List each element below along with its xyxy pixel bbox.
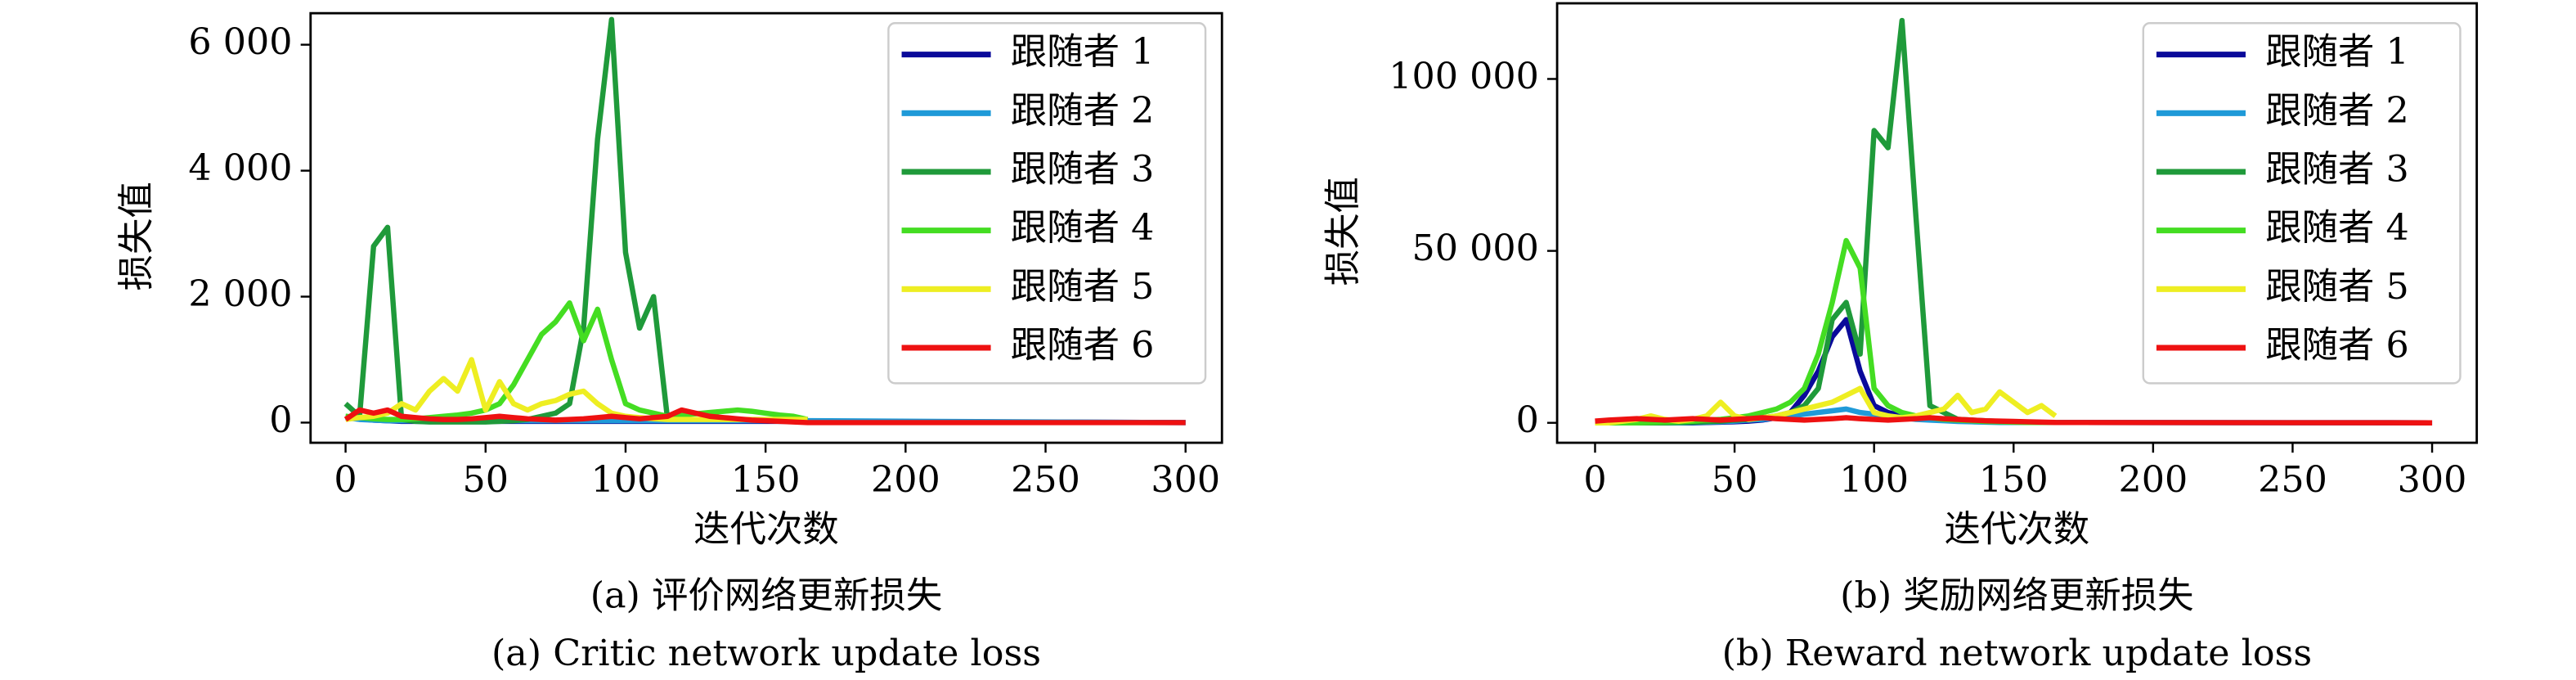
y-tick-label: 50 000 (1411, 227, 1538, 269)
legend-label: 跟随者 5 (2265, 266, 2409, 308)
legend-label: 跟随者 1 (1011, 31, 1155, 73)
x-tick-label: 150 (731, 459, 801, 501)
y-tick-label: 4 000 (188, 147, 292, 189)
x-tick-label: 0 (334, 459, 357, 501)
x-tick-label: 200 (2118, 459, 2188, 501)
legend-label: 跟随者 4 (2265, 207, 2409, 249)
legend-label: 跟随者 3 (2265, 148, 2409, 190)
x-tick-label: 100 (591, 459, 661, 501)
caption-zh: (b) 奖励网络更新损失 (1840, 574, 2193, 616)
legend-label: 跟随者 2 (2265, 90, 2409, 132)
caption-zh: (a) 评价网络更新损失 (590, 574, 943, 616)
series-line (343, 16, 671, 425)
legend-label: 跟随者 4 (1011, 207, 1155, 249)
x-tick-label: 250 (2258, 459, 2327, 501)
axes-frame (1555, 2, 2479, 444)
y-tick-label: 6 000 (188, 21, 292, 63)
x-tick-label: 50 (463, 459, 509, 501)
legend-label: 跟随者 2 (1011, 90, 1155, 132)
x-axis-label: 迭代次数 (1945, 509, 2090, 551)
x-tick-label: 150 (1979, 459, 2049, 501)
x-tick-label: 200 (871, 459, 940, 501)
subplot: 0 50 100 150 200 250 300 0 50 000 100 000 迭代次数 损失值 (… (1322, 2, 2479, 674)
y-tick-label: 100 000 (1389, 56, 1539, 97)
x-tick-label: 0 (1583, 459, 1606, 501)
legend-label: 跟随者 3 (1011, 148, 1155, 190)
legend-label: 跟随者 5 (1011, 266, 1155, 308)
series-line (1595, 17, 2056, 426)
caption-en: (a) Critic network update loss (491, 633, 1041, 674)
legend-label: 跟随者 6 (2265, 324, 2409, 366)
legend-label: 跟随者 1 (2265, 31, 2409, 73)
x-tick-label: 300 (1151, 459, 1220, 501)
x-tick-label: 50 (1712, 459, 1758, 501)
y-axis-label: 损失值 (1322, 177, 1364, 286)
x-axis-label: 迭代次数 (693, 509, 839, 551)
series-line (1595, 415, 2433, 426)
series-line (343, 407, 1186, 426)
legend-label: 跟随者 6 (1011, 324, 1155, 366)
caption-en: (b) Reward network update loss (1722, 633, 2313, 674)
y-tick-label: 2 000 (188, 273, 292, 315)
y-tick-label: 0 (1516, 399, 1539, 441)
y-axis-label: 损失值 (115, 182, 157, 290)
x-tick-label: 250 (1011, 459, 1080, 501)
x-tick-label: 100 (1839, 459, 1909, 501)
series-line (1595, 237, 2056, 426)
y-tick-label: 0 (269, 399, 292, 441)
subplot: 0 50 100 150 200 250 300 0 2 000 4 000 6 000 迭代次数 损失… (115, 11, 1223, 674)
x-tick-label: 300 (2398, 459, 2467, 501)
